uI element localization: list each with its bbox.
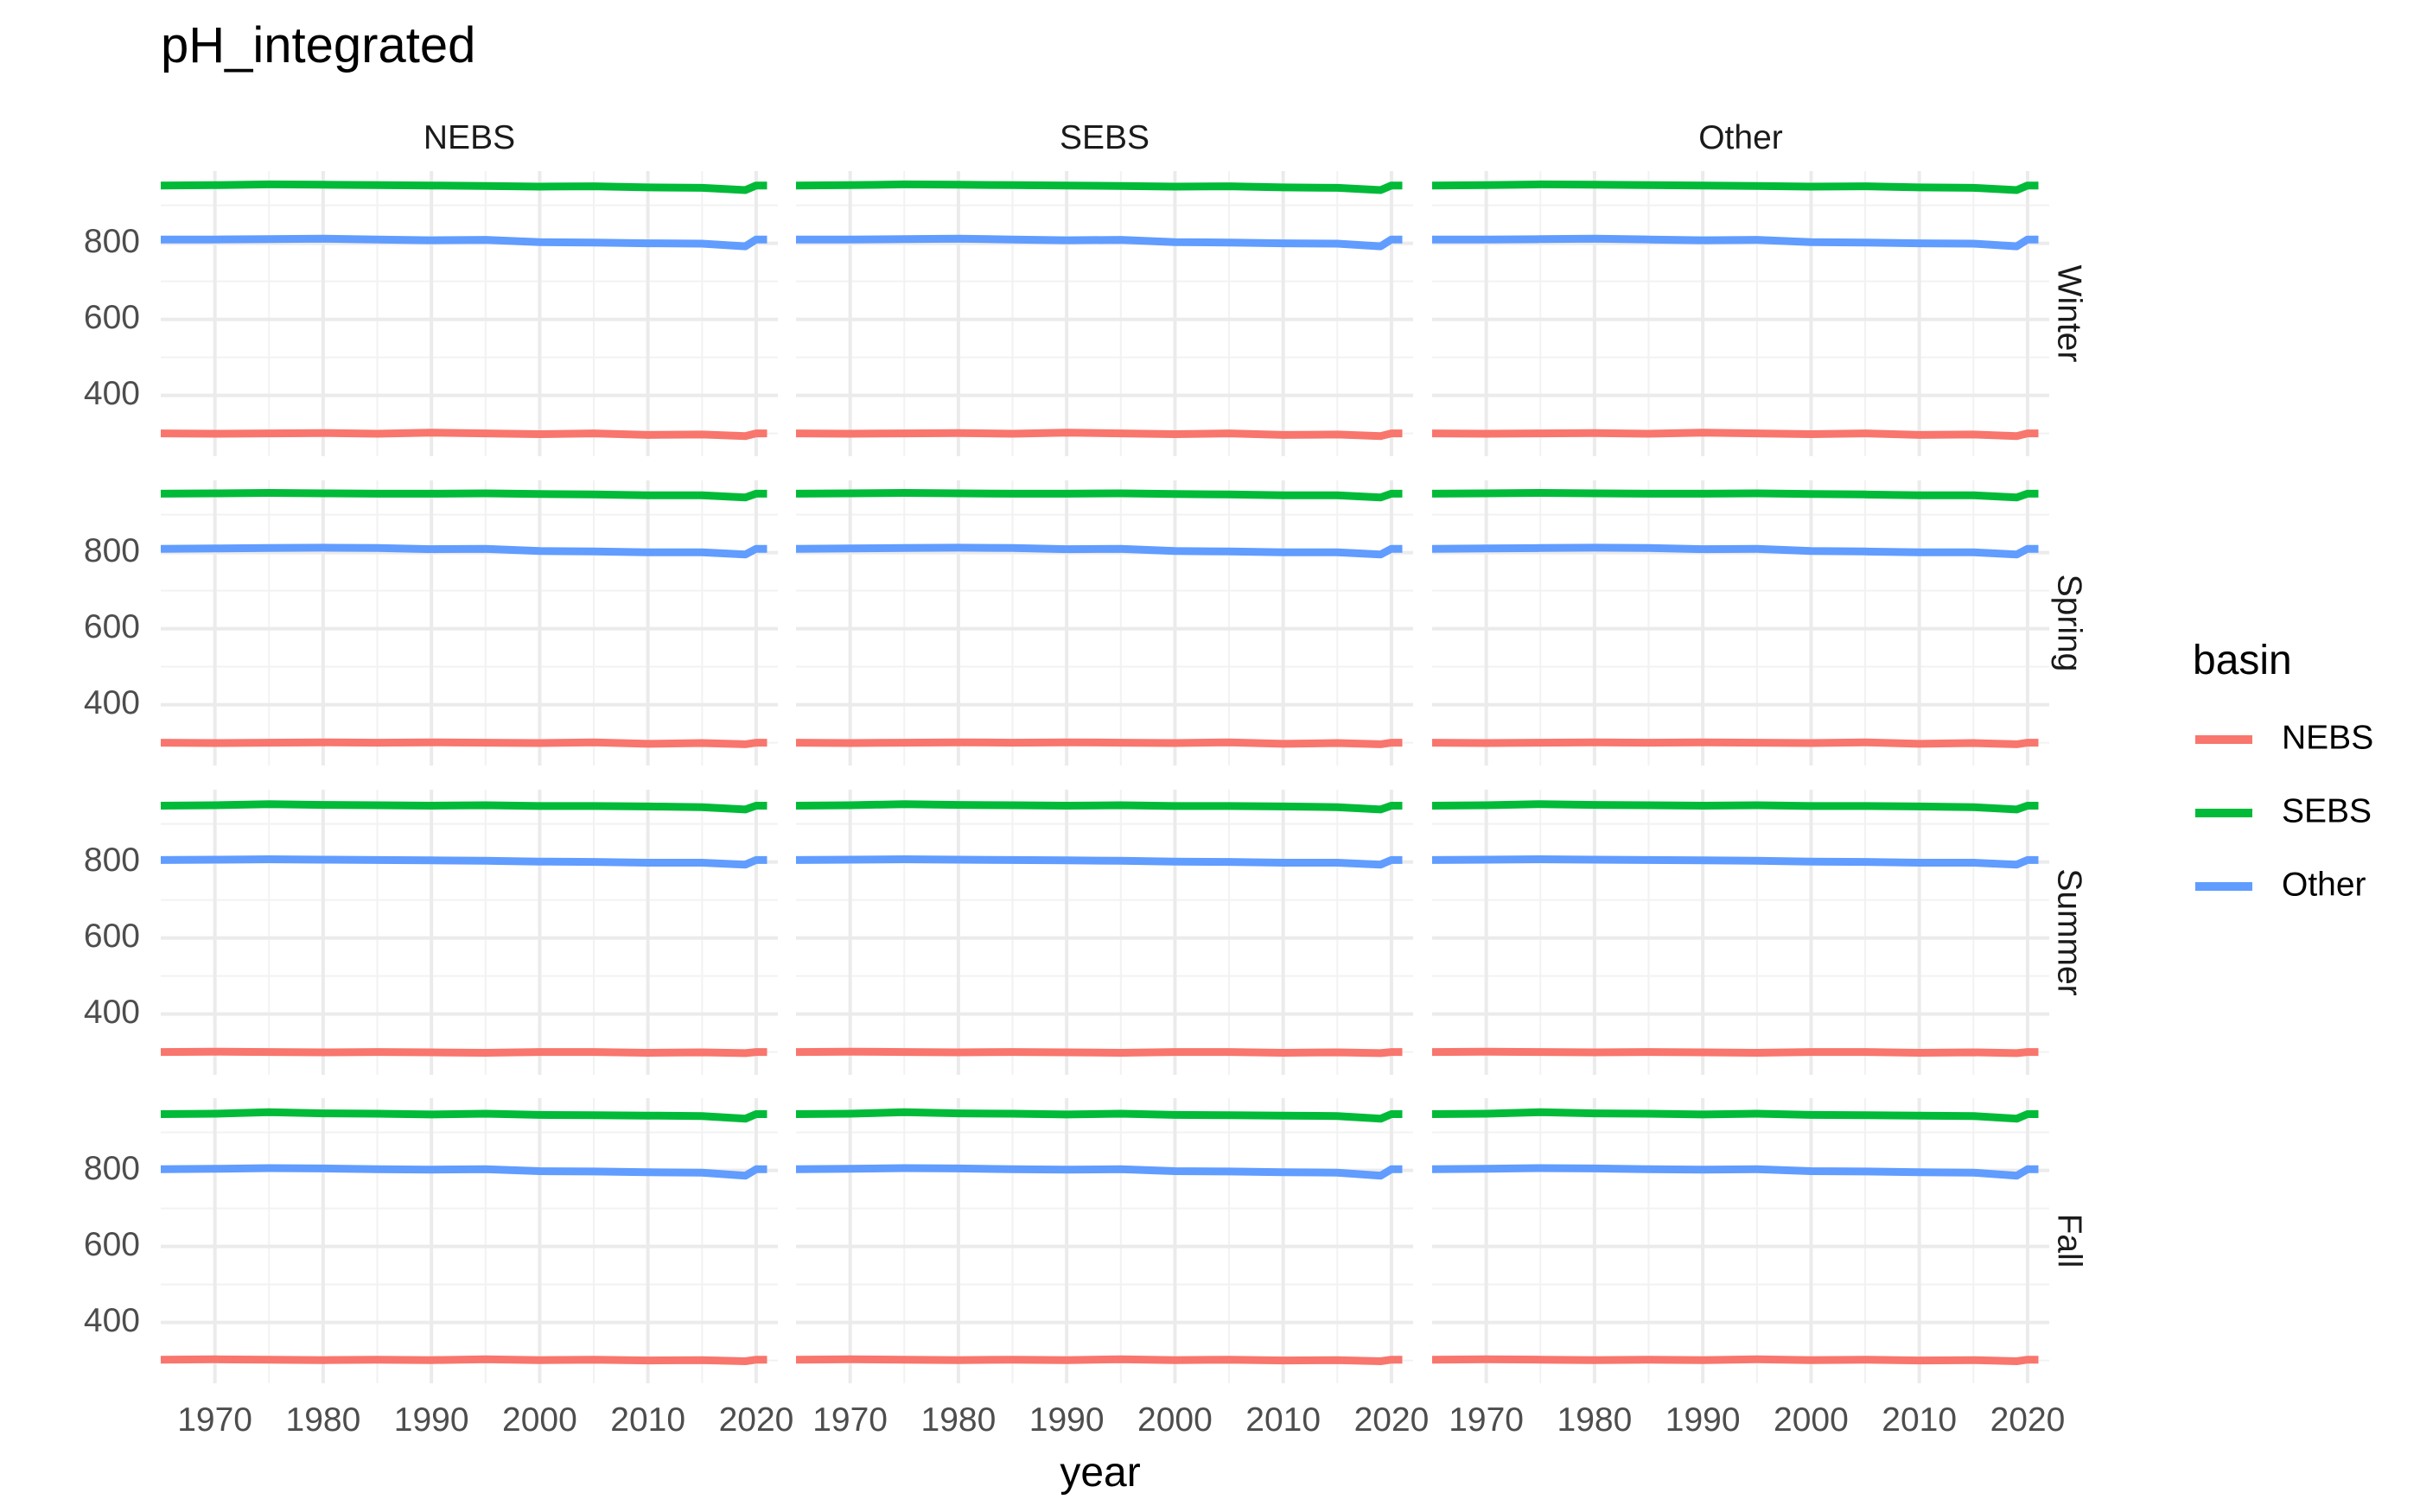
- x-tick-label: 1990: [1029, 1401, 1105, 1439]
- series-line-other: [1431, 855, 2039, 869]
- series-line-other: [796, 234, 1403, 251]
- x-tick-label: 2010: [610, 1401, 685, 1439]
- series-line-other: [1431, 1164, 2039, 1180]
- panel-sebs-summer: [795, 790, 1413, 1075]
- x-tick-label: 1970: [812, 1401, 888, 1439]
- series-line-nebs: [795, 1047, 1403, 1058]
- x-tick-label: 1980: [921, 1401, 997, 1439]
- facet-panels: NEBS SEBS Other Winter Spring Summer Fall 400 60…: [84, 119, 2088, 1439]
- panel-nebs-winter: 400 600 800: [84, 171, 778, 456]
- series-line-other: [1431, 543, 2039, 559]
- panel-sebs-winter: [795, 171, 1413, 456]
- panel-sebs-fall: 1970 1980 1990 2000 2010 2020: [795, 1098, 1430, 1439]
- series-line-other: [161, 234, 767, 251]
- panel-other-summer: [1431, 790, 2049, 1075]
- x-tick-label: 1980: [1557, 1401, 1633, 1439]
- series-line-sebs: [795, 489, 1403, 502]
- strip-label-sebs: SEBS: [1060, 119, 1150, 156]
- y-tick-label: 800: [84, 842, 140, 879]
- y-tick-label: 400: [84, 1302, 140, 1339]
- panel-nebs-summer: 400 600 800: [84, 790, 778, 1075]
- legend: basin NEBS SEBS Other: [2193, 638, 2373, 903]
- y-tick-label: 800: [84, 223, 140, 260]
- y-tick-label: 600: [84, 608, 140, 645]
- y-tick-label: 600: [84, 1226, 140, 1263]
- series-line-other: [160, 1164, 767, 1180]
- x-tick-label: 1970: [1449, 1401, 1524, 1439]
- x-tick-label: 1990: [1665, 1401, 1741, 1439]
- series-line-sebs: [160, 1108, 767, 1123]
- legend-entry-sebs: SEBS: [2195, 792, 2372, 829]
- x-tick-label: 2020: [1354, 1401, 1430, 1439]
- series-line-nebs: [1431, 1355, 2039, 1365]
- y-tick-label: 800: [84, 1150, 140, 1187]
- series-line-other: [795, 855, 1403, 869]
- y-tick-label: 400: [84, 994, 140, 1031]
- series-line-nebs: [1431, 429, 2039, 441]
- panel-other-spring: [1431, 480, 2049, 766]
- x-tick-label: 2000: [1137, 1401, 1213, 1439]
- legend-label-other: Other: [2282, 866, 2366, 903]
- strip-label-fall: Fall: [2051, 1214, 2088, 1268]
- series-line-sebs: [160, 180, 767, 194]
- legend-entry-other: Other: [2195, 866, 2366, 903]
- series-line-nebs: [160, 1355, 767, 1365]
- x-tick-label: 1980: [286, 1401, 361, 1439]
- strip-label-winter: Winter: [2051, 265, 2088, 363]
- series-line-sebs: [795, 800, 1403, 814]
- series-line-nebs: [160, 738, 767, 748]
- series-line-nebs: [795, 429, 1403, 441]
- x-tick-label: 2000: [502, 1401, 577, 1439]
- series-line-nebs: [795, 1355, 1403, 1365]
- series-line-other: [160, 543, 767, 559]
- series-line-nebs: [1431, 1047, 2039, 1058]
- y-tick-label: 600: [84, 918, 140, 955]
- chart-title: pH_integrated: [161, 17, 475, 73]
- series-line-nebs: [1431, 738, 2039, 748]
- series-line-sebs: [1431, 800, 2039, 814]
- strip-label-other: Other: [1698, 119, 1783, 156]
- series-line-other: [1432, 234, 2039, 251]
- series-line-nebs: [160, 1047, 767, 1058]
- x-tick-label: 2020: [719, 1401, 794, 1439]
- strip-label-summer: Summer: [2051, 868, 2088, 995]
- series-line-other: [795, 543, 1403, 559]
- panel-other-fall: 1970 1980 1990 2000 2010 2020: [1431, 1098, 2066, 1439]
- legend-entry-nebs: NEBS: [2195, 719, 2373, 756]
- series-line-sebs: [795, 180, 1403, 194]
- series-line-nebs: [160, 429, 767, 441]
- y-tick-label: 800: [84, 532, 140, 569]
- series-line-nebs: [795, 738, 1403, 748]
- series-line-sebs: [1431, 489, 2039, 502]
- x-axis-title: year: [1060, 1450, 1140, 1496]
- legend-title: basin: [2193, 638, 2292, 683]
- x-tick-label: 2020: [1990, 1401, 2066, 1439]
- series-line-sebs: [795, 1108, 1403, 1123]
- strip-label-nebs: NEBS: [424, 119, 515, 156]
- series-line-sebs: [160, 800, 767, 814]
- y-tick-label: 600: [84, 299, 140, 336]
- legend-label-nebs: NEBS: [2282, 719, 2373, 756]
- legend-label-sebs: SEBS: [2282, 792, 2372, 829]
- x-tick-label: 1970: [177, 1401, 252, 1439]
- strip-label-spring: Spring: [2051, 575, 2088, 672]
- series-line-other: [795, 1164, 1403, 1180]
- panel-nebs-spring: 400 600 800: [84, 480, 778, 766]
- series-line-other: [160, 855, 767, 869]
- panel-sebs-spring: [795, 480, 1413, 766]
- series-line-sebs: [1431, 180, 2039, 194]
- series-line-sebs: [1431, 1108, 2039, 1123]
- series-line-sebs: [160, 489, 767, 502]
- panel-other-winter: [1431, 171, 2049, 456]
- x-tick-label: 2010: [1245, 1401, 1321, 1439]
- panel-nebs-fall: 400 600 800 1970 1980 1990 2000 2010 2020: [84, 1098, 793, 1439]
- x-tick-label: 2000: [1774, 1401, 1849, 1439]
- y-tick-label: 400: [84, 684, 140, 721]
- x-tick-label: 1990: [394, 1401, 469, 1439]
- y-tick-label: 400: [84, 375, 140, 412]
- x-tick-label: 2010: [1882, 1401, 1957, 1439]
